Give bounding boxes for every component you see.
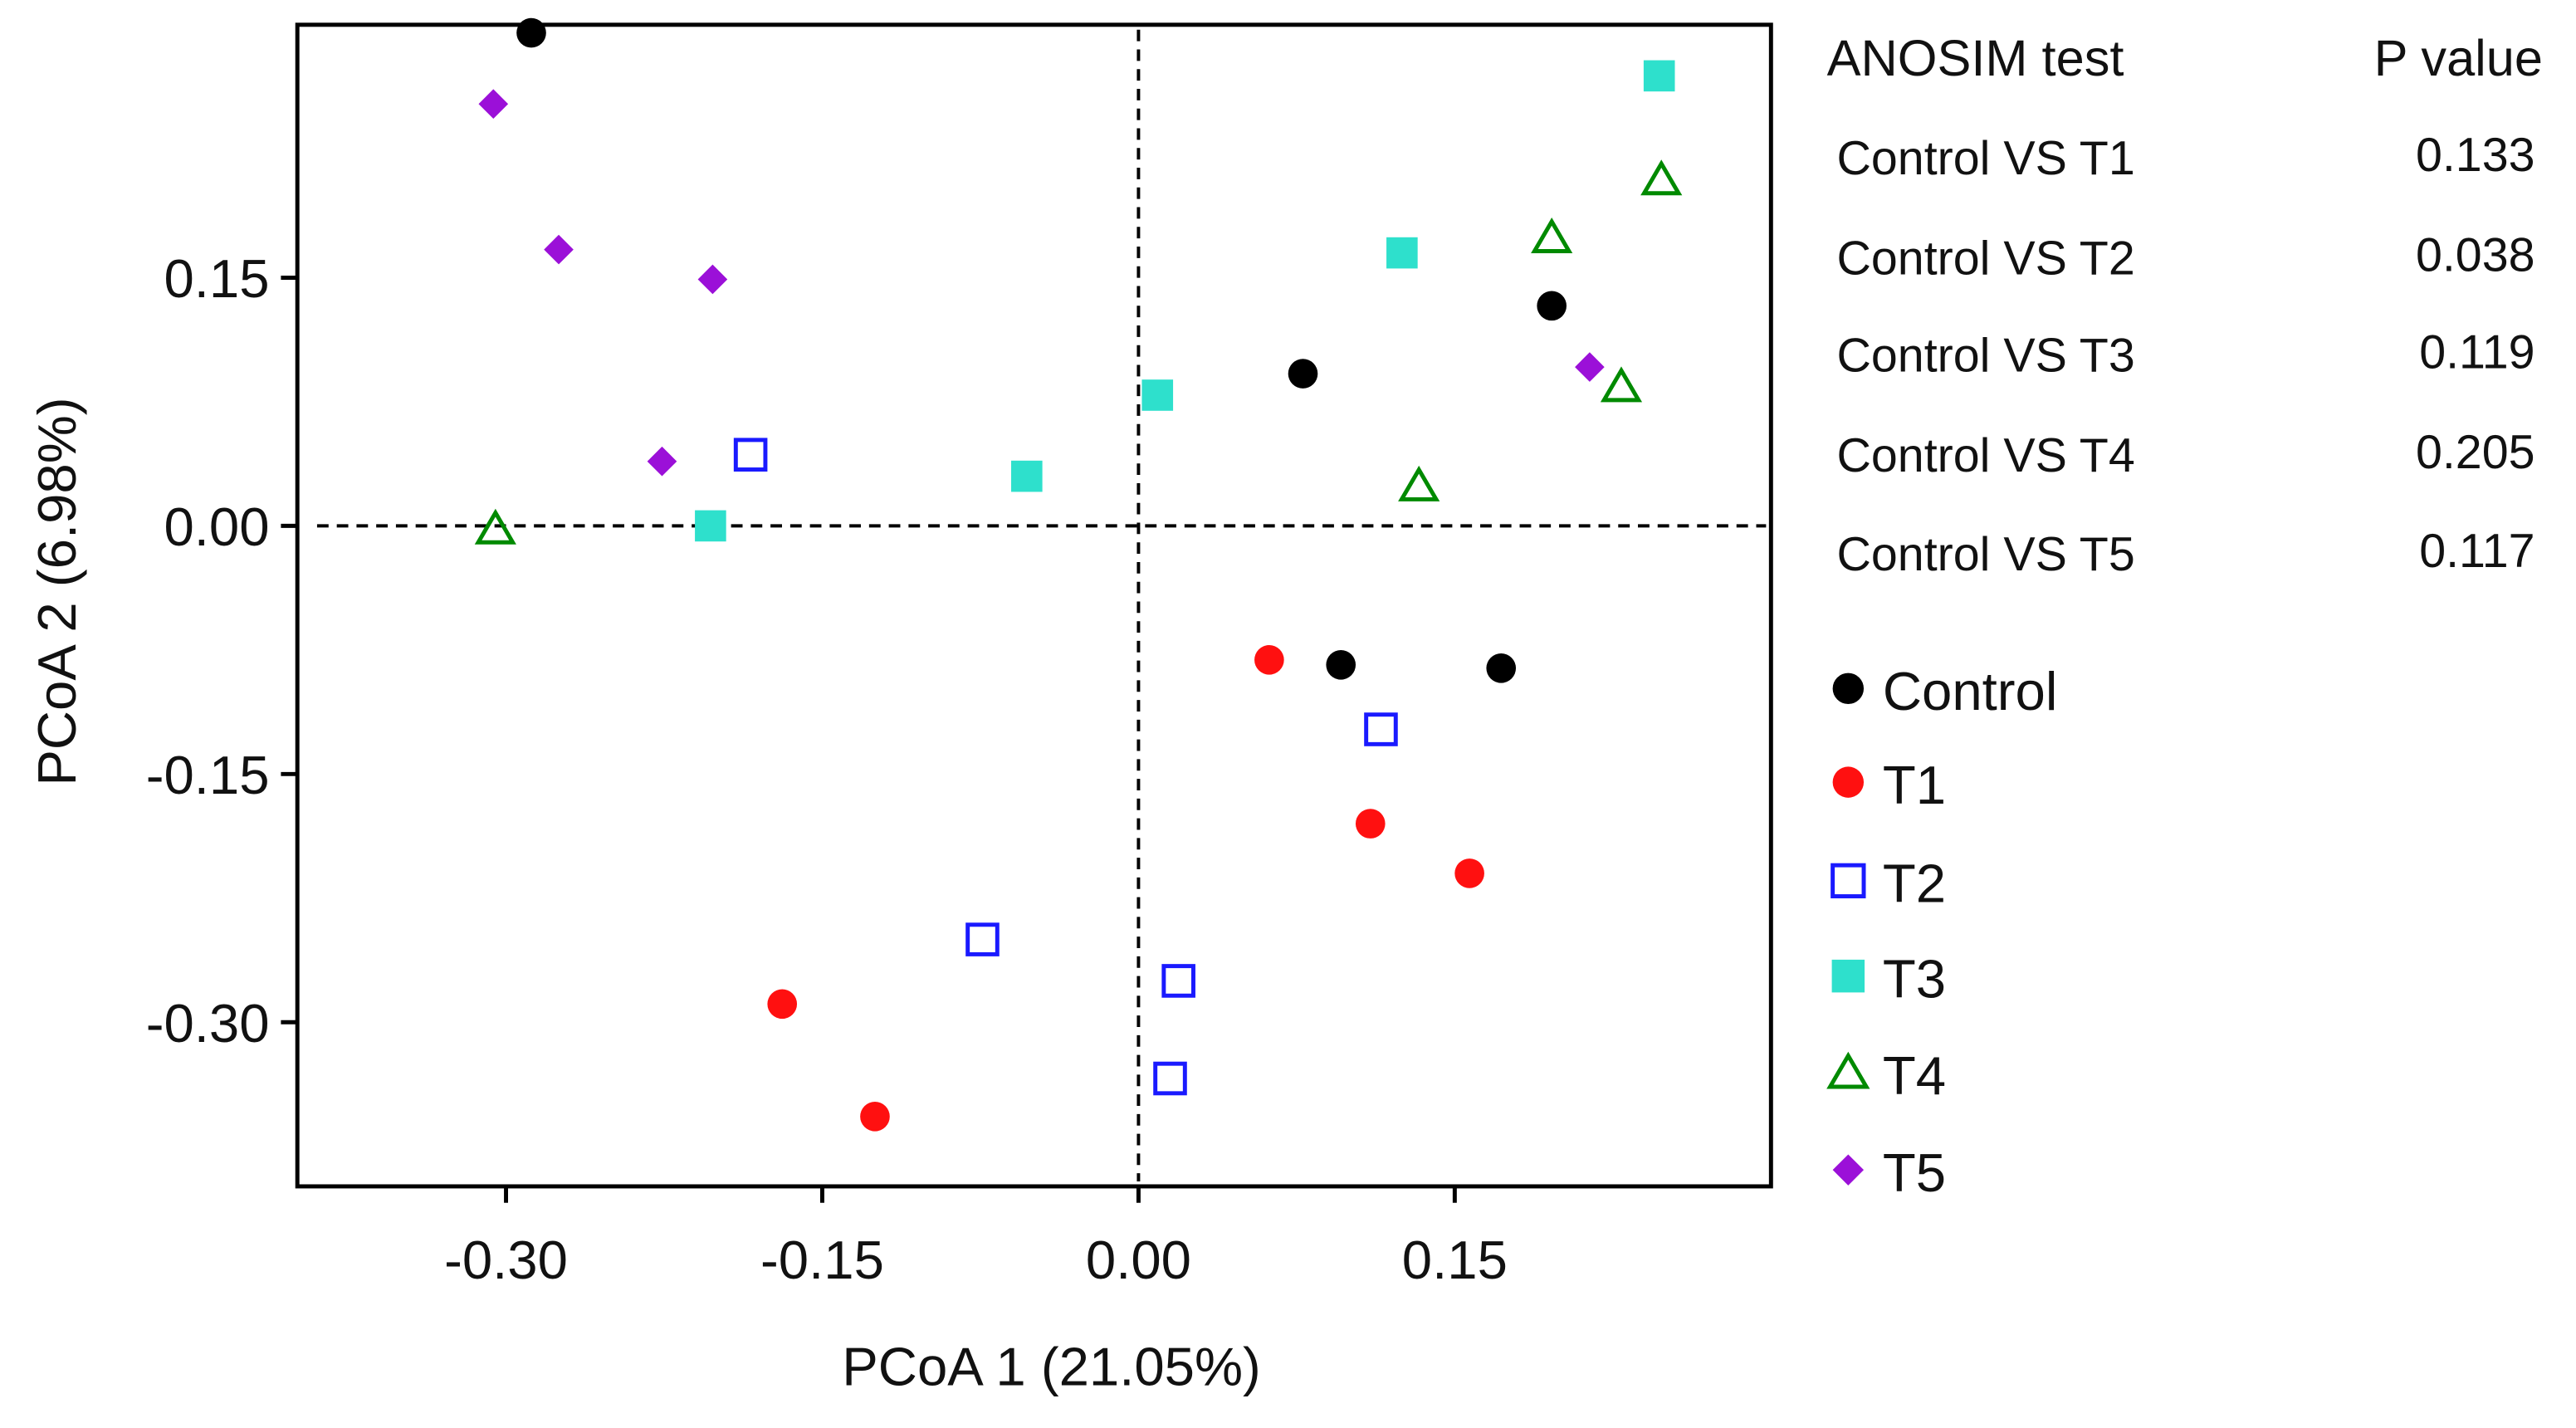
data-point-t5 [647,446,677,477]
y-tick-label: 0.15 [164,248,269,309]
data-point-t2 [965,922,1000,956]
data-point-t5 [1575,352,1605,382]
x-tick-label: 0.15 [1402,1230,1508,1290]
data-point-control [1326,649,1356,680]
data-point-t1 [767,989,798,1020]
legend-label: T1 [1883,755,1946,815]
anosim-comparison: Control VS T5 [1836,528,2134,581]
data-point-t3 [1643,60,1675,92]
legend-marker-t5 [1832,1154,1865,1186]
anosim-pvalue: 0.117 [2419,525,2534,578]
y-tick-label: 0.00 [164,496,269,557]
data-point-t2 [1364,712,1398,746]
data-point-t5 [544,234,574,265]
x-tick-label: -0.15 [760,1230,884,1290]
legend-label: T5 [1883,1142,1946,1203]
data-point-t1 [1254,645,1284,675]
data-point-t5 [697,264,728,295]
data-point-t4 [1600,366,1643,403]
data-point-t4 [1531,217,1573,253]
data-point-control [1537,291,1567,321]
anosim-header: ANOSIM test [1827,29,2124,86]
data-point-control [1288,359,1318,389]
y-axis-label: PCoA 2 (6.98%) [27,397,87,785]
legend-label: T4 [1883,1045,1946,1106]
legend-label: Control [1883,661,2058,721]
data-point-t3 [1386,237,1418,269]
data-point-t4 [1640,159,1683,196]
anosim-pvalue: 0.205 [2416,426,2535,479]
data-point-t1 [1355,809,1386,839]
pvalue-header: P value [2374,29,2543,86]
legend-marker-t2 [1831,863,1866,899]
data-point-t2 [1161,964,1195,998]
data-point-t3 [695,510,726,542]
x-axis-label: PCoA 1 (21.05%) [842,1336,1261,1396]
data-point-t2 [1153,1061,1187,1096]
legend-marker-t1 [1832,766,1865,798]
anosim-pvalue: 0.119 [2419,325,2534,379]
data-point-t4 [1398,465,1440,501]
legend-label: T3 [1883,948,1946,1009]
plot-frame [295,22,1773,1189]
y-tick-label: -0.30 [146,993,270,1054]
data-point-control [1486,653,1517,683]
legend-marker-control [1832,672,1865,705]
anosim-pvalue: 0.133 [2416,129,2535,182]
legend-marker-t3 [1831,959,1865,993]
x-tick-label: 0.00 [1086,1230,1191,1290]
legend-label: T2 [1883,853,1946,914]
anosim-comparison: Control VS T2 [1836,232,2134,286]
data-point-t1 [1454,858,1484,888]
data-point-t5 [478,89,509,120]
anosim-comparison: Control VS T1 [1836,132,2134,185]
data-point-t3 [1011,460,1043,492]
data-point-control [516,17,546,48]
data-point-t2 [733,438,768,472]
data-point-t3 [1141,379,1174,411]
anosim-comparison: Control VS T4 [1836,429,2134,482]
anosim-comparison: Control VS T3 [1836,329,2134,382]
y-tick-label: -0.15 [146,745,270,805]
data-point-t1 [860,1102,890,1132]
legend-marker-t4 [1826,1051,1870,1089]
anosim-pvalue: 0.038 [2416,229,2535,282]
x-tick-label: -0.30 [444,1230,568,1290]
data-point-t4 [474,508,516,545]
